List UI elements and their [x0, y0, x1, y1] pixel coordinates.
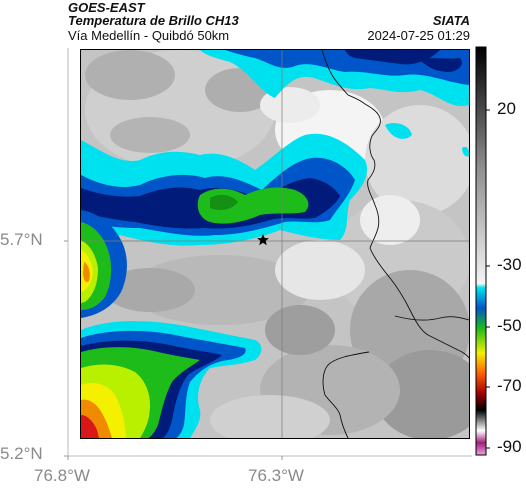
colorbar-label-m90: -90 [497, 437, 522, 456]
lat-label-1: 5.7°N [0, 230, 43, 249]
datetime-label: 2024-07-25 01:29 [367, 28, 470, 43]
organization-label: SIATA [432, 13, 470, 28]
lat-label-2: 5.2°N [0, 444, 43, 463]
star-icon [257, 234, 269, 246]
lon-label-1: 76.8°W [34, 466, 90, 485]
colorbar-label-20: 20 [497, 99, 516, 118]
colorbar-label-m30: -30 [497, 255, 522, 274]
colorbar [475, 46, 487, 456]
colorbar-label-m50: -50 [497, 316, 522, 335]
colorbar-label-m70: -70 [497, 376, 522, 395]
product-title: Temperatura de Brillo CH13 [68, 13, 239, 28]
cloud-field [81, 50, 469, 438]
route-subtitle: Vía Medellín - Quibdó 50km [68, 28, 230, 43]
lon-label-2: 76.3°W [248, 466, 304, 485]
border-lines [321, 50, 469, 438]
map-frame [80, 49, 470, 439]
satellite-title: GOES-EAST [68, 0, 145, 15]
